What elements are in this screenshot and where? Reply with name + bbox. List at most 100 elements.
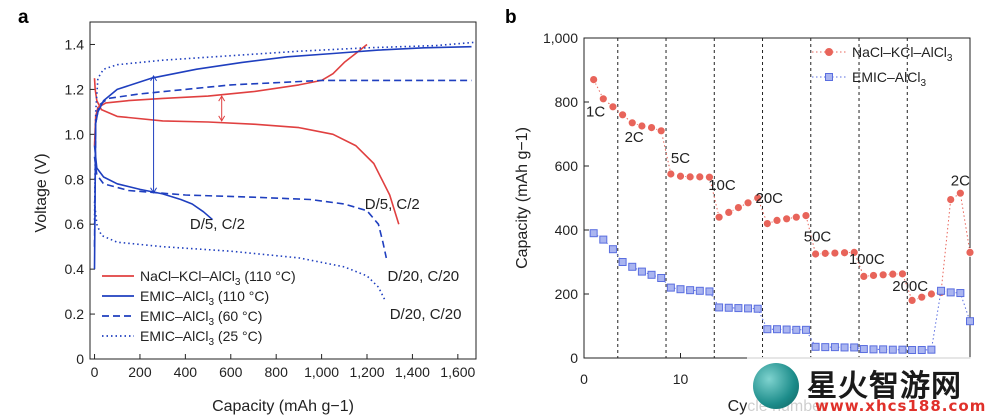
panel-b-point-nacl <box>647 123 656 132</box>
panel-a-arrow-head-down <box>150 187 158 194</box>
panel-b-point-nacl <box>927 289 936 299</box>
panel-a-x-tick-label: 800 <box>265 364 289 380</box>
panel-b-point-nacl <box>965 247 975 257</box>
panel-b-point-emic <box>946 288 955 297</box>
panel-b-point-nacl <box>589 75 599 84</box>
panel-b-point-emic <box>773 325 781 334</box>
panel-b-point-emic <box>666 283 675 292</box>
panel-a-y-tick-label: 0.4 <box>65 261 85 277</box>
panel-b-y-tick-label: 800 <box>555 94 579 110</box>
panel-b-point-nacl <box>734 203 743 213</box>
panel-b-point-nacl <box>811 249 820 259</box>
panel-b-legend-label: EMIC–AlCl3 <box>852 69 926 89</box>
panel-b-point-nacl <box>724 207 734 217</box>
panel-b-point-emic <box>695 286 704 295</box>
panel-b-point-emic <box>821 343 830 352</box>
panel-b-series <box>589 75 975 354</box>
panel-b-y-tick-label: 0 <box>570 350 578 366</box>
panel-b-rate-label: 2C <box>951 172 970 189</box>
panel-b-rate-label: 200C <box>892 278 928 295</box>
panel-a-y-tick-label: 0.8 <box>65 171 85 187</box>
panel-b-point-emic <box>801 325 810 334</box>
panel-b-point-emic <box>744 304 753 313</box>
panel-b-x-tick-label: 10 <box>673 371 689 387</box>
panel-b-point-emic <box>927 345 936 354</box>
panel-a-rate-annotation: D/20, C/20 <box>390 306 462 323</box>
panel-b-point-emic <box>966 317 974 326</box>
panel-b-point-emic <box>715 303 724 312</box>
panel-b-point-nacl <box>656 126 666 136</box>
watermark: 星火智游网 www.xhcs188.com <box>747 357 992 417</box>
panel-b-point-nacl <box>878 270 888 280</box>
panel-b-label: b <box>505 7 517 28</box>
panel-a-rate-annotation: D/5, C/2 <box>365 196 420 213</box>
panel-b-rate-separators <box>617 38 908 358</box>
panel-b-point-nacl <box>685 172 695 182</box>
panel-b-point-emic <box>792 325 801 334</box>
watermark-logo-icon <box>753 363 799 409</box>
panel-b-point-nacl <box>840 248 849 258</box>
panel-a-legend-label: NaCl–KCl–AlCl3 (110 °C) <box>140 268 296 288</box>
panel-a-voltage-chart: 0 200 400 600 800 1,000 1,200 1,400 1,600 0 0.2 0.4… <box>33 21 477 415</box>
panel-b-point-nacl <box>714 212 724 222</box>
panel-b-point-nacl <box>946 195 956 205</box>
panel-b-legend-label: NaCl–KCl–AlCl3 <box>852 44 953 64</box>
panel-b-point-emic <box>850 343 859 352</box>
panel-b-point-emic <box>888 345 897 354</box>
panel-a-annotations: D/5, C/2 D/5, C/2 D/20, C/20 D/20, C/20 <box>190 196 462 323</box>
panel-b-point-emic <box>937 286 946 295</box>
panel-a-x-tick-label: 200 <box>128 364 152 380</box>
panel-b-series-1-connector <box>593 79 971 302</box>
panel-b-legend: NaCl–KCl–AlCl3 EMIC–AlCl3 <box>812 44 953 89</box>
panel-b-point-nacl <box>762 219 772 229</box>
panel-b-point-emic <box>763 325 772 334</box>
panel-b-rate-label: 10C <box>708 177 736 194</box>
panel-b-rate-labels: 1C 2C 5C 10C 20C 50C 100C 200C 2C <box>586 104 970 295</box>
panel-b-point-emic <box>879 345 888 354</box>
panel-b-point-emic <box>608 245 617 254</box>
panel-b-point-nacl <box>888 269 898 279</box>
panel-a-x-tick-label: 1,000 <box>304 364 339 380</box>
panel-a-x-tick-label: 1,200 <box>349 364 384 380</box>
panel-a-x-tick-label: 600 <box>219 364 243 380</box>
panel-b-point-emic <box>637 267 646 276</box>
panel-b-point-emic <box>811 342 820 351</box>
panel-b-x-tick-label: 0 <box>580 371 588 387</box>
panel-b-point-nacl <box>608 102 618 112</box>
panel-a-legend: NaCl–KCl–AlCl3 (110 °C)EMIC–AlCl3 (110 °… <box>102 268 296 348</box>
panel-b-point-nacl <box>849 247 859 257</box>
panel-a-x-tick-label: 1,400 <box>395 364 430 380</box>
panel-b-point-emic <box>956 289 965 298</box>
panel-a-x-tick-label: 0 <box>91 364 99 380</box>
panel-b-point-emic <box>647 270 656 279</box>
panel-b-point-emic <box>898 345 907 354</box>
panel-b-point-nacl <box>627 118 637 128</box>
panel-a-legend-label: EMIC–AlCl3 (25 °C) <box>140 328 262 348</box>
panel-a-rate-annotation: D/5, C/2 <box>190 216 245 233</box>
panel-b-point-nacl <box>917 292 927 302</box>
panel-b-y-tick-label: 400 <box>555 222 579 238</box>
panel-a-y-tick-label: 1.2 <box>65 81 85 97</box>
panel-b-point-emic <box>859 345 868 354</box>
panel-b-rate-label: 50C <box>804 228 832 245</box>
panel-a-curve-3-charge <box>93 79 472 247</box>
panel-b-point-emic <box>869 345 878 354</box>
panel-b-point-emic <box>908 346 917 354</box>
panel-b-point-nacl <box>791 212 801 222</box>
panel-a-x-tick-label: 1,600 <box>440 364 475 380</box>
panel-b-point-emic <box>686 286 695 295</box>
panel-b-point-emic <box>618 258 627 266</box>
panel-a-y-tick-label: 0.2 <box>65 306 85 322</box>
panel-a-y-axis-title: Voltage (V) <box>33 153 50 232</box>
panel-b-point-nacl <box>753 193 763 203</box>
panel-b-point-emic <box>676 285 685 294</box>
panel-a-frame <box>89 21 477 360</box>
panel-b-legend-marker <box>825 48 833 56</box>
panel-a-curves <box>93 41 476 301</box>
panel-a-y-tick-label: 0.6 <box>65 216 85 232</box>
panel-a-curve-4-charge <box>93 41 476 225</box>
panel-b-point-emic <box>657 274 666 282</box>
panel-b-point-nacl <box>898 269 907 279</box>
